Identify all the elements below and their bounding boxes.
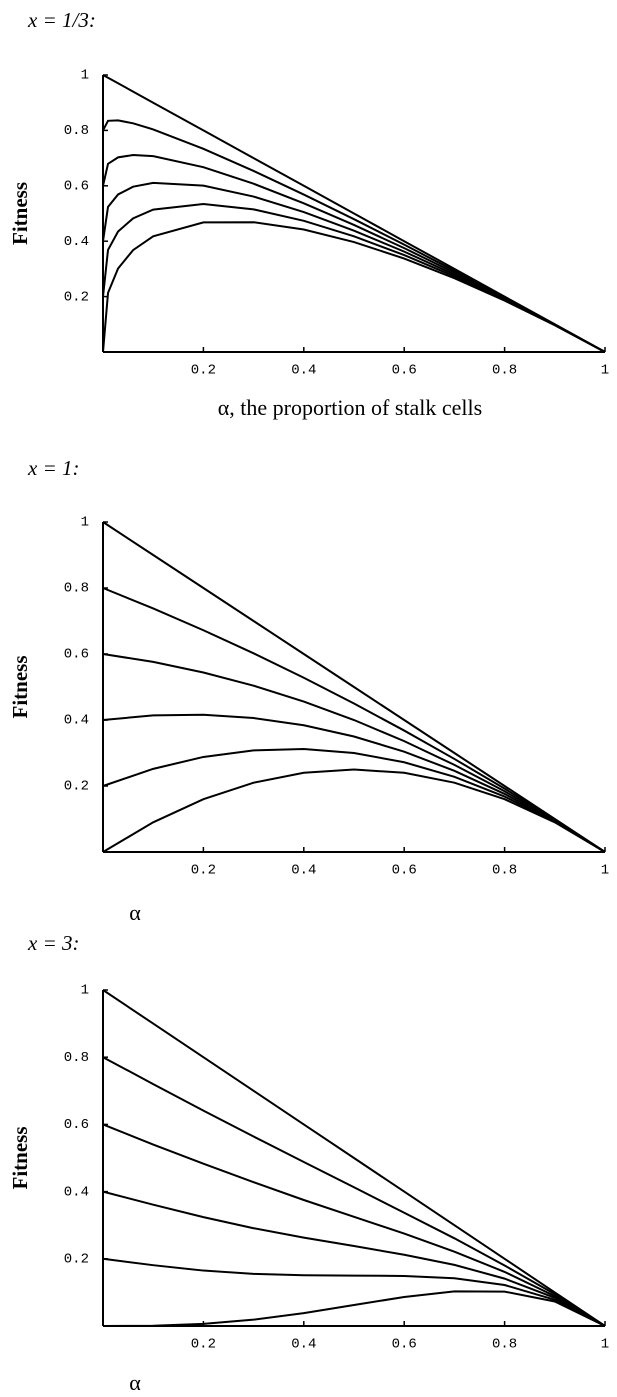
curve xyxy=(102,713,606,853)
y-tick-label: 0.2 xyxy=(64,289,89,305)
chart-title: x = 3: xyxy=(27,931,80,955)
y-axis-label: Fitness xyxy=(8,182,32,245)
curve xyxy=(102,1290,606,1327)
x-tick-label: 1 xyxy=(601,863,609,879)
y-tick-label: 0.8 xyxy=(64,123,89,139)
x-tick-label: 0.6 xyxy=(392,363,417,379)
y-tick-label: 0.8 xyxy=(64,581,89,597)
x-tick-label: 0.8 xyxy=(492,863,517,879)
curve xyxy=(102,1190,606,1327)
x-tick-label: 0.2 xyxy=(191,863,216,879)
x-tick-label: 0.2 xyxy=(191,1337,216,1353)
y-tick-label: 0.4 xyxy=(64,234,89,250)
chart-title: x = 1: xyxy=(27,456,80,480)
x-tick-label: 0.2 xyxy=(191,363,216,379)
curve xyxy=(102,587,606,853)
curve xyxy=(102,989,606,1327)
x-axis-label: α xyxy=(129,1370,141,1395)
curve xyxy=(102,768,606,853)
chart-title: x = 1/3: xyxy=(27,8,96,32)
x-tick-label: 0.6 xyxy=(392,863,417,879)
x-tick-label: 0.4 xyxy=(291,363,316,379)
x-tick-label: 0.4 xyxy=(291,863,316,879)
curve xyxy=(102,202,606,353)
y-tick-label: 1 xyxy=(81,983,89,999)
y-tick-label: 0.2 xyxy=(64,779,89,795)
curve xyxy=(102,1056,606,1327)
y-axis-label: Fitness xyxy=(8,656,32,719)
y-tick-label: 0.4 xyxy=(64,1184,89,1200)
y-tick-label: 0.4 xyxy=(64,713,89,729)
x-tick-label: 1 xyxy=(601,363,609,379)
curve xyxy=(102,748,606,853)
y-axis-label: Fitness xyxy=(8,1127,32,1190)
x-tick-label: 1 xyxy=(601,1337,609,1353)
x-tick-label: 0.8 xyxy=(492,1337,517,1353)
x-axis-label: α, the proportion of stalk cells xyxy=(218,395,482,420)
y-tick-label: 1 xyxy=(81,515,89,531)
curve xyxy=(102,1123,606,1327)
y-tick-label: 0.6 xyxy=(64,647,89,663)
curve xyxy=(102,521,606,853)
y-tick-label: 0.8 xyxy=(64,1050,89,1066)
curve xyxy=(102,181,606,353)
y-tick-label: 0.2 xyxy=(64,1252,89,1268)
x-tick-label: 0.4 xyxy=(291,1337,316,1353)
curve xyxy=(102,653,606,853)
x-tick-label: 0.8 xyxy=(492,363,517,379)
curve xyxy=(102,221,606,353)
y-tick-label: 0.6 xyxy=(64,179,89,195)
y-tick-label: 0.6 xyxy=(64,1117,89,1133)
curve xyxy=(102,1257,606,1327)
y-tick-label: 1 xyxy=(81,68,89,84)
x-tick-label: 0.6 xyxy=(392,1337,417,1353)
x-axis-label: α xyxy=(129,900,141,925)
